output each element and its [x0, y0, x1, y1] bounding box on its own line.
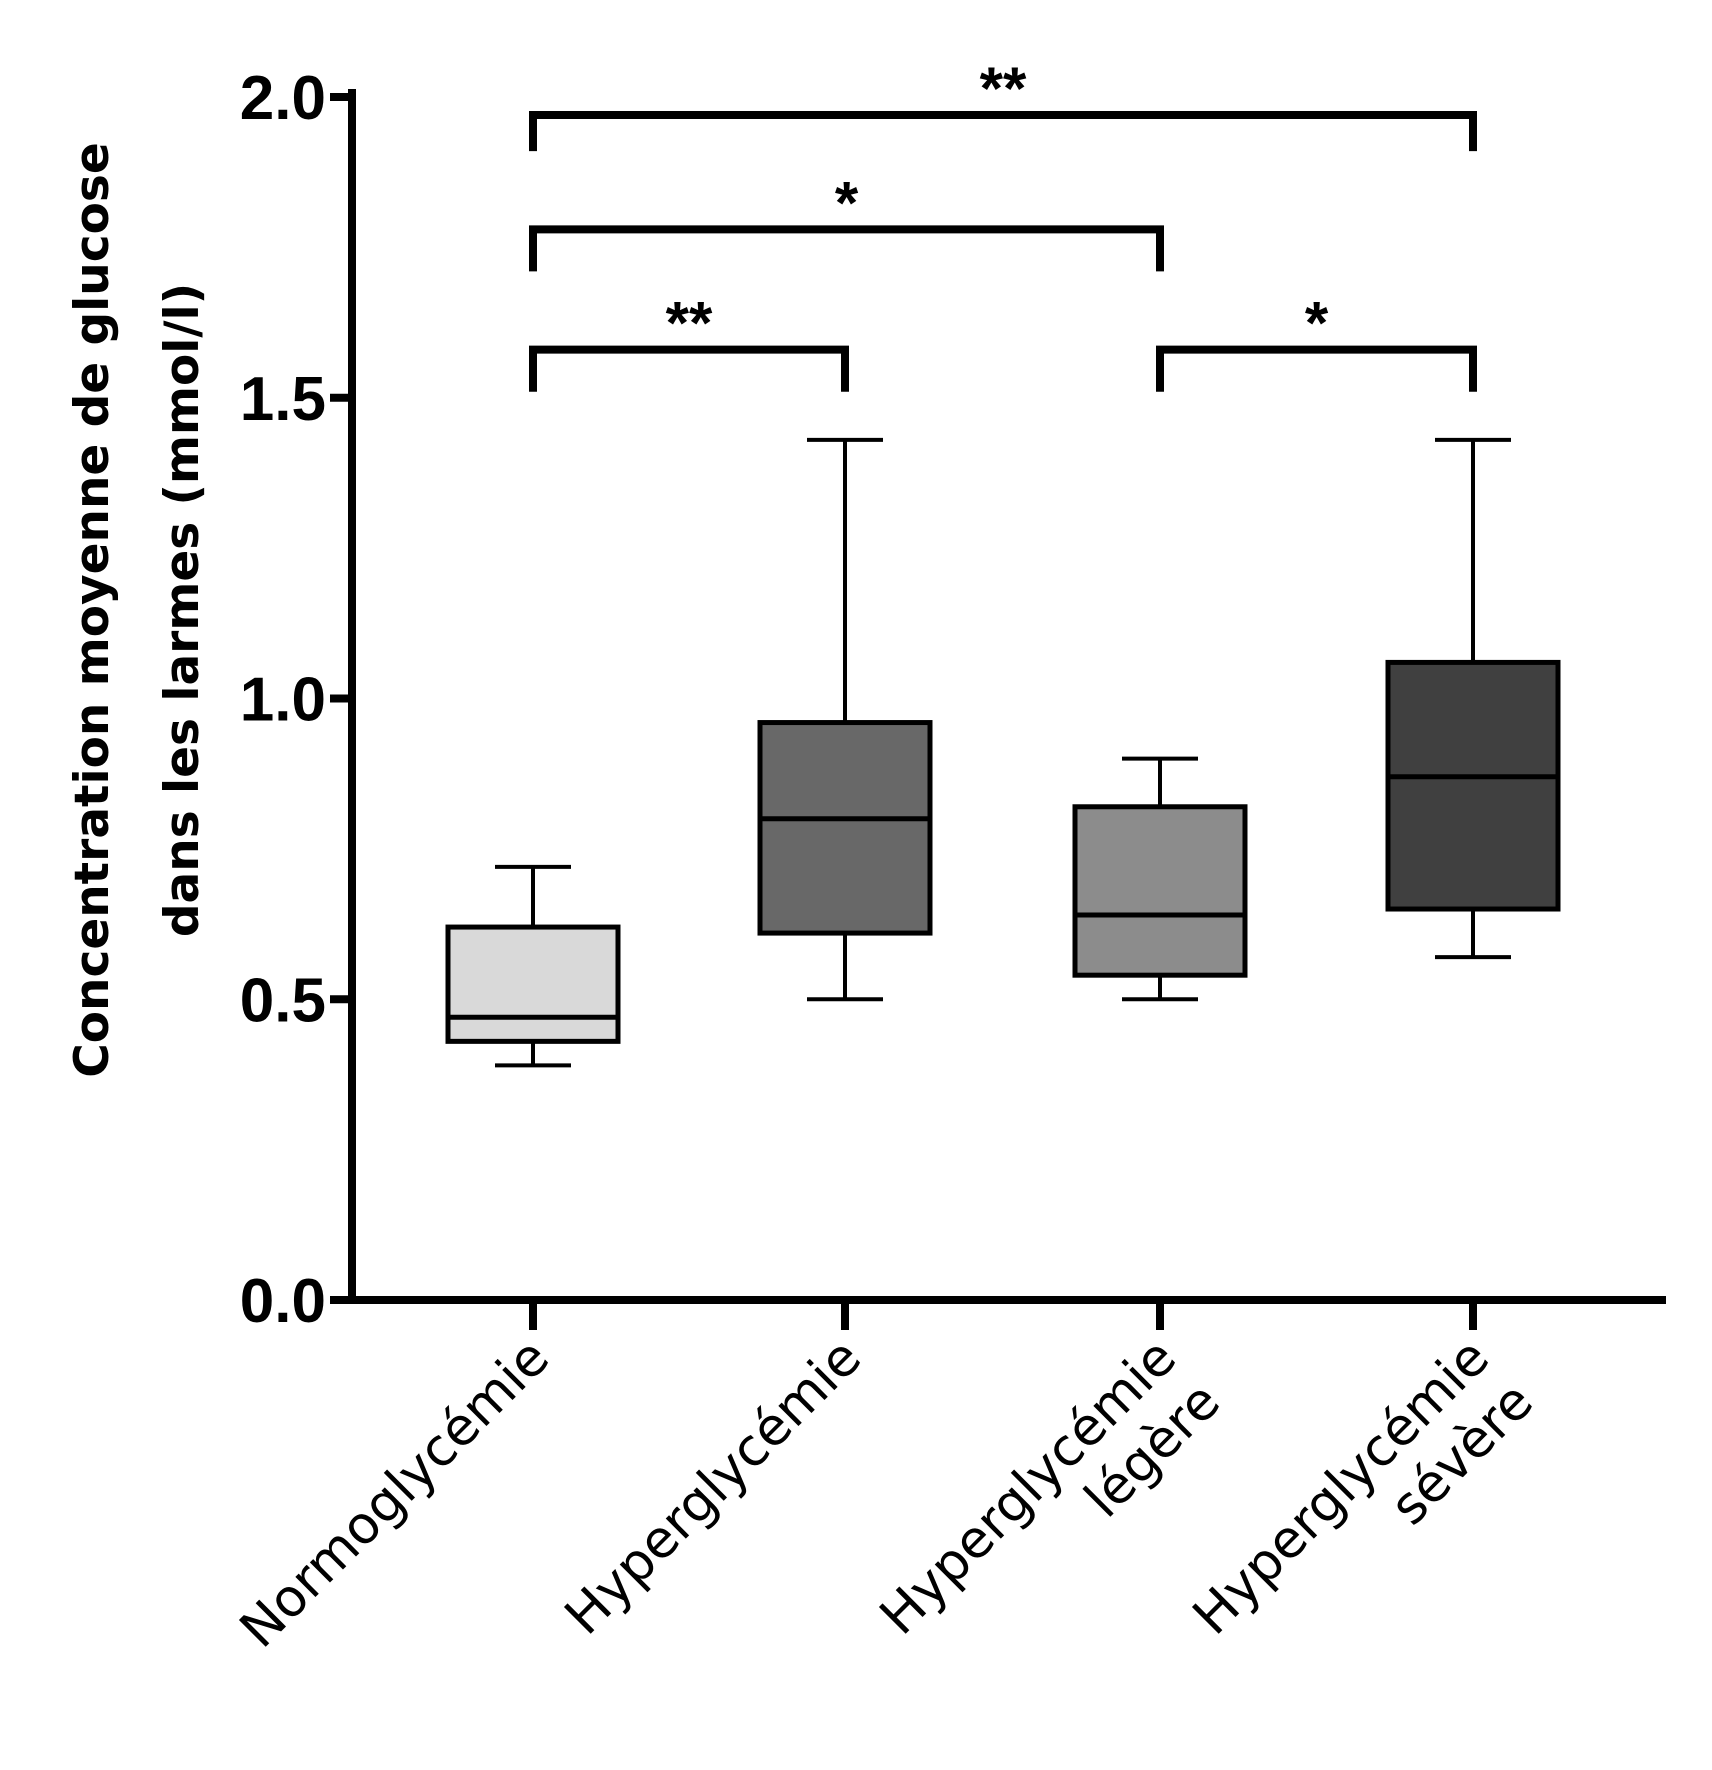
y-axis-title: Concentration moyenne de glucose dans les… — [65, 142, 210, 1078]
box-plot-group — [445, 864, 621, 1068]
y-axis-label: Concentration moyenne de glucose dans les… — [65, 142, 210, 1078]
significance-label: * — [1305, 290, 1329, 357]
bracket-line — [529, 225, 1164, 272]
significance-bracket: * — [1156, 290, 1477, 392]
y-tick-label: 1.0 — [240, 666, 326, 735]
iqr-box — [1385, 659, 1561, 912]
x-tick-label-line: Hyperglycémie — [554, 1327, 873, 1646]
bracket-line — [529, 111, 1477, 152]
box-series — [445, 437, 1561, 1068]
y-tick-label: 0.5 — [240, 966, 326, 1035]
y-tick-label: 0.0 — [240, 1267, 326, 1336]
significance-label: ** — [666, 290, 713, 357]
significance-brackets: ***** * — [529, 55, 1477, 392]
significance-bracket: * — [529, 169, 1164, 272]
significance-label: ** — [980, 55, 1027, 122]
box-plot-group — [1385, 437, 1561, 960]
y-tick-label: 2.0 — [240, 64, 326, 133]
x-tick-label: Normoglycémie — [229, 1327, 561, 1659]
iqr-box — [1072, 804, 1248, 978]
y-axis-title-line: dans les larmes (mmol/l) — [155, 283, 210, 937]
iqr-box — [757, 720, 933, 936]
x-tick-label: Hyperglycémie — [554, 1327, 873, 1646]
iqr-box — [445, 924, 621, 1044]
box-plot-group — [1072, 756, 1248, 1002]
axes: 0.0 0.5 1.0 1.5 2.0 — [240, 64, 1666, 1336]
y-axis-title-line: Concentration moyenne de glucose — [65, 142, 120, 1078]
x-tick-labels: NormoglycémieHyperglycémieHyperglycémiel… — [229, 1327, 1545, 1659]
box-plot-group — [757, 437, 933, 1002]
bracket-line — [529, 345, 849, 392]
significance-bracket: ** — [529, 55, 1477, 152]
significance-bracket: ** — [529, 290, 849, 392]
y-tick-label: 1.5 — [240, 365, 326, 434]
significance-label: * — [835, 169, 859, 236]
bracket-line — [1156, 345, 1477, 392]
x-tick-label-line: Normoglycémie — [229, 1327, 561, 1659]
